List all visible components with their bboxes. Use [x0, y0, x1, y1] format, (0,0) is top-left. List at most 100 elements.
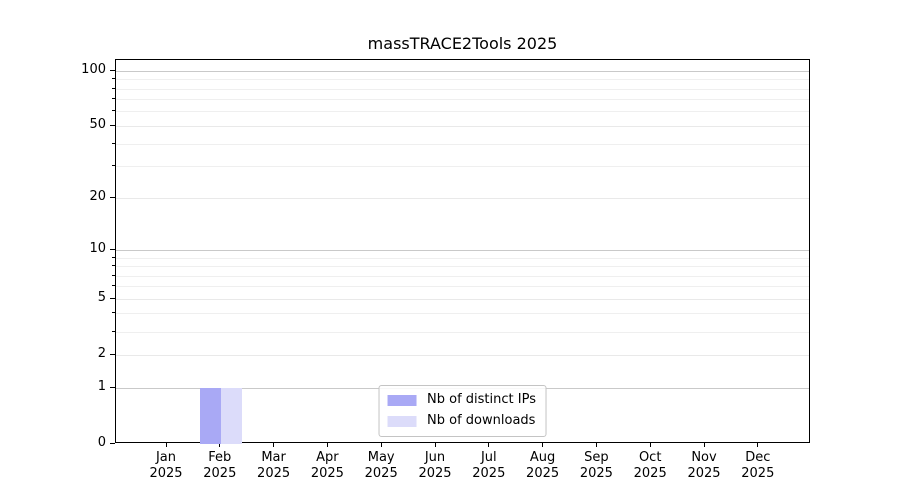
- bar-downloads: [220, 388, 242, 444]
- y-tick-label: 20: [89, 189, 106, 205]
- legend-label-downloads: Nb of downloads: [427, 413, 536, 428]
- x-tick-label: Sep 2025: [572, 450, 620, 482]
- y-tick-label: 50: [89, 117, 106, 133]
- x-tick-mark: [380, 443, 382, 447]
- x-tick-month: Jul: [480, 450, 497, 465]
- x-tick-mark: [703, 443, 705, 447]
- x-tick-label: Mar 2025: [250, 450, 298, 482]
- y-minor-tick-mark: [112, 330, 115, 332]
- x-tick-year: 2025: [687, 466, 721, 481]
- y-gridline-minor: [116, 257, 809, 259]
- x-tick-month: Feb: [208, 450, 232, 465]
- y-tick-label: 0: [97, 435, 106, 450]
- x-tick-label: Oct 2025: [626, 450, 674, 482]
- legend-swatch-distinct-ips: [387, 394, 417, 406]
- y-tick-label: 2: [97, 346, 106, 362]
- y-tick-mark: [110, 442, 115, 444]
- y-gridline-minor: [116, 166, 809, 168]
- y-minor-tick-mark: [112, 256, 115, 258]
- y-gridline-major: [116, 249, 809, 251]
- y-tick-mark: [110, 297, 115, 299]
- y-minor-tick-mark: [112, 142, 115, 144]
- x-tick-year: 2025: [526, 466, 560, 481]
- x-tick-mark: [649, 443, 651, 447]
- y-minor-tick-mark: [112, 165, 115, 167]
- y-tick-mark: [110, 124, 115, 126]
- y-gridline-minor: [116, 313, 809, 315]
- y-gridline-labeled: [116, 298, 809, 300]
- x-tick-mark: [595, 443, 597, 447]
- y-gridline-labeled: [116, 125, 809, 127]
- y-gridline-minor: [116, 111, 809, 113]
- y-gridline-minor: [116, 99, 809, 101]
- x-tick-mark: [326, 443, 328, 447]
- x-tick-label: Apr 2025: [303, 450, 351, 482]
- y-minor-tick-mark: [112, 87, 115, 89]
- x-tick-month: Aug: [529, 450, 556, 465]
- x-tick-year: 2025: [579, 466, 613, 481]
- y-tick-label: 10: [89, 241, 106, 257]
- x-tick-year: 2025: [741, 466, 775, 481]
- y-gridline-minor: [116, 143, 809, 145]
- x-tick-year: 2025: [633, 466, 667, 481]
- x-tick-label: Nov 2025: [680, 450, 728, 482]
- legend-swatch-downloads: [387, 415, 417, 427]
- y-tick-mark: [110, 386, 115, 388]
- x-tick-year: 2025: [149, 466, 183, 481]
- x-tick-year: 2025: [364, 466, 398, 481]
- x-tick-year: 2025: [472, 466, 506, 481]
- x-tick-label: Feb 2025: [196, 450, 244, 482]
- y-gridline-major: [116, 70, 809, 72]
- x-tick-month: Mar: [261, 450, 286, 465]
- y-minor-tick-mark: [112, 265, 115, 266]
- x-tick-month: Jun: [424, 450, 446, 465]
- y-gridline-minor: [116, 286, 809, 288]
- y-minor-tick-mark: [112, 285, 115, 287]
- legend-item-downloads: Nb of downloads: [387, 413, 536, 429]
- x-tick-month: May: [367, 450, 395, 465]
- y-minor-tick-mark: [112, 78, 115, 80]
- y-gridline-labeled: [116, 354, 809, 356]
- plot-area: Nb of distinct IPs Nb of downloads: [115, 59, 810, 444]
- y-tick-label: 1: [97, 379, 106, 394]
- x-tick-label: Jan 2025: [142, 450, 190, 482]
- y-tick-label: 5: [97, 290, 106, 306]
- x-tick-year: 2025: [418, 466, 452, 481]
- y-tick-label: 100: [81, 62, 106, 78]
- x-tick-month: Nov: [691, 450, 717, 465]
- y-tick-mark: [110, 353, 115, 355]
- x-tick-month: Sep: [584, 450, 609, 465]
- x-tick-mark: [434, 443, 436, 447]
- x-tick-mark: [273, 443, 275, 447]
- x-tick-month: Dec: [745, 450, 771, 465]
- y-tick-mark: [110, 196, 115, 198]
- y-gridline-minor: [116, 275, 809, 277]
- y-gridline-minor: [116, 88, 809, 90]
- y-tick-mark: [110, 69, 115, 71]
- y-gridline-labeled: [116, 197, 809, 199]
- bar-distinct-ips: [199, 388, 221, 444]
- x-tick-label: Dec 2025: [734, 450, 782, 482]
- legend: Nb of distinct IPs Nb of downloads: [378, 385, 547, 437]
- x-tick-label: Jul 2025: [465, 450, 513, 482]
- x-tick-mark: [488, 443, 490, 447]
- y-minor-tick-mark: [112, 98, 115, 100]
- x-tick-month: Apr: [316, 450, 339, 465]
- x-tick-mark: [542, 443, 544, 447]
- legend-item-distinct-ips: Nb of distinct IPs: [387, 392, 536, 408]
- x-tick-mark: [165, 443, 167, 447]
- y-gridline-minor: [116, 331, 809, 333]
- y-tick-mark: [110, 248, 115, 250]
- y-minor-tick-mark: [112, 110, 115, 112]
- x-tick-label: May 2025: [357, 450, 405, 482]
- x-tick-mark: [219, 443, 221, 447]
- y-gridline-minor: [116, 79, 809, 81]
- x-tick-month: Jan: [155, 450, 177, 465]
- chart-title: massTRACE2Tools 2025: [367, 34, 558, 53]
- legend-label-distinct-ips: Nb of distinct IPs: [427, 392, 536, 407]
- x-tick-year: 2025: [257, 466, 291, 481]
- x-tick-label: Jun 2025: [411, 450, 459, 482]
- x-tick-year: 2025: [310, 466, 344, 481]
- x-tick-mark: [757, 443, 759, 447]
